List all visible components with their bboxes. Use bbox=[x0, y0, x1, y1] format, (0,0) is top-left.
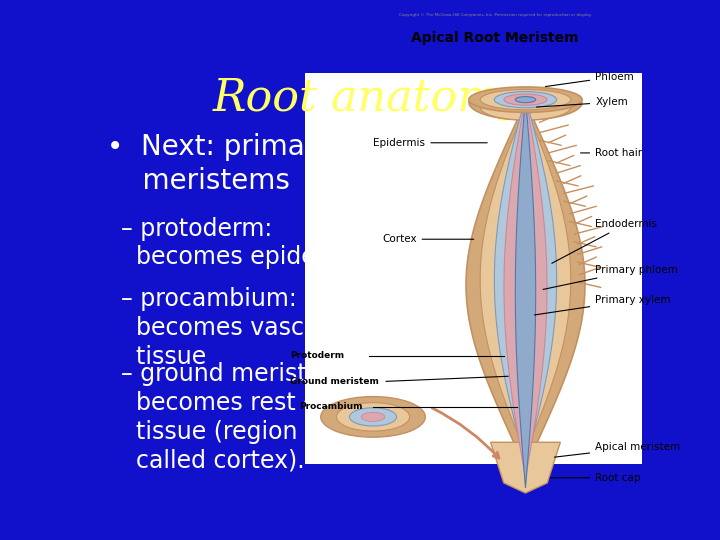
Ellipse shape bbox=[480, 90, 571, 110]
Text: Copyright © The McGraw-Hill Companies, Inc. Permission required for reproduction: Copyright © The McGraw-Hill Companies, I… bbox=[399, 14, 591, 17]
Text: Apical Root Meristem: Apical Root Meristem bbox=[411, 31, 579, 45]
Ellipse shape bbox=[504, 94, 547, 105]
Text: Epidermis: Epidermis bbox=[373, 138, 487, 148]
Text: Root hair: Root hair bbox=[580, 148, 642, 158]
Text: Primary xylem: Primary xylem bbox=[534, 295, 671, 315]
Text: – protoderm:
  becomes epidermis: – protoderm: becomes epidermis bbox=[121, 217, 366, 269]
Polygon shape bbox=[490, 442, 560, 493]
Text: Ground meristem: Ground meristem bbox=[290, 377, 379, 386]
Text: Root anatomy: Root anatomy bbox=[212, 77, 526, 120]
Text: Primary phloem: Primary phloem bbox=[543, 265, 678, 289]
Polygon shape bbox=[516, 97, 536, 488]
Polygon shape bbox=[504, 97, 547, 478]
Text: – ground meristem:
  becomes rest of
  tissue (region
  called cortex).: – ground meristem: becomes rest of tissu… bbox=[121, 362, 352, 472]
Text: •  Next: primary
    meristems: • Next: primary meristems bbox=[107, 133, 333, 195]
Text: – procambium:
  becomes vascular
  tissue: – procambium: becomes vascular tissue bbox=[121, 287, 349, 369]
Text: Apical meristem: Apical meristem bbox=[554, 442, 680, 457]
Polygon shape bbox=[480, 107, 571, 453]
Text: Xylem: Xylem bbox=[536, 97, 628, 107]
Text: Protoderm: Protoderm bbox=[290, 352, 344, 361]
Polygon shape bbox=[495, 97, 557, 463]
Text: Phloem: Phloem bbox=[546, 72, 634, 86]
Ellipse shape bbox=[516, 97, 536, 103]
Text: Root cap: Root cap bbox=[550, 473, 641, 483]
Ellipse shape bbox=[469, 87, 582, 112]
Ellipse shape bbox=[361, 413, 384, 421]
Ellipse shape bbox=[336, 403, 410, 431]
FancyBboxPatch shape bbox=[305, 73, 642, 464]
Ellipse shape bbox=[321, 396, 426, 437]
Text: Endodermis: Endodermis bbox=[552, 219, 657, 264]
Polygon shape bbox=[466, 102, 585, 468]
Ellipse shape bbox=[349, 408, 397, 426]
Ellipse shape bbox=[495, 91, 557, 108]
Text: Procambium: Procambium bbox=[299, 402, 362, 411]
Text: Cortex: Cortex bbox=[382, 234, 474, 244]
